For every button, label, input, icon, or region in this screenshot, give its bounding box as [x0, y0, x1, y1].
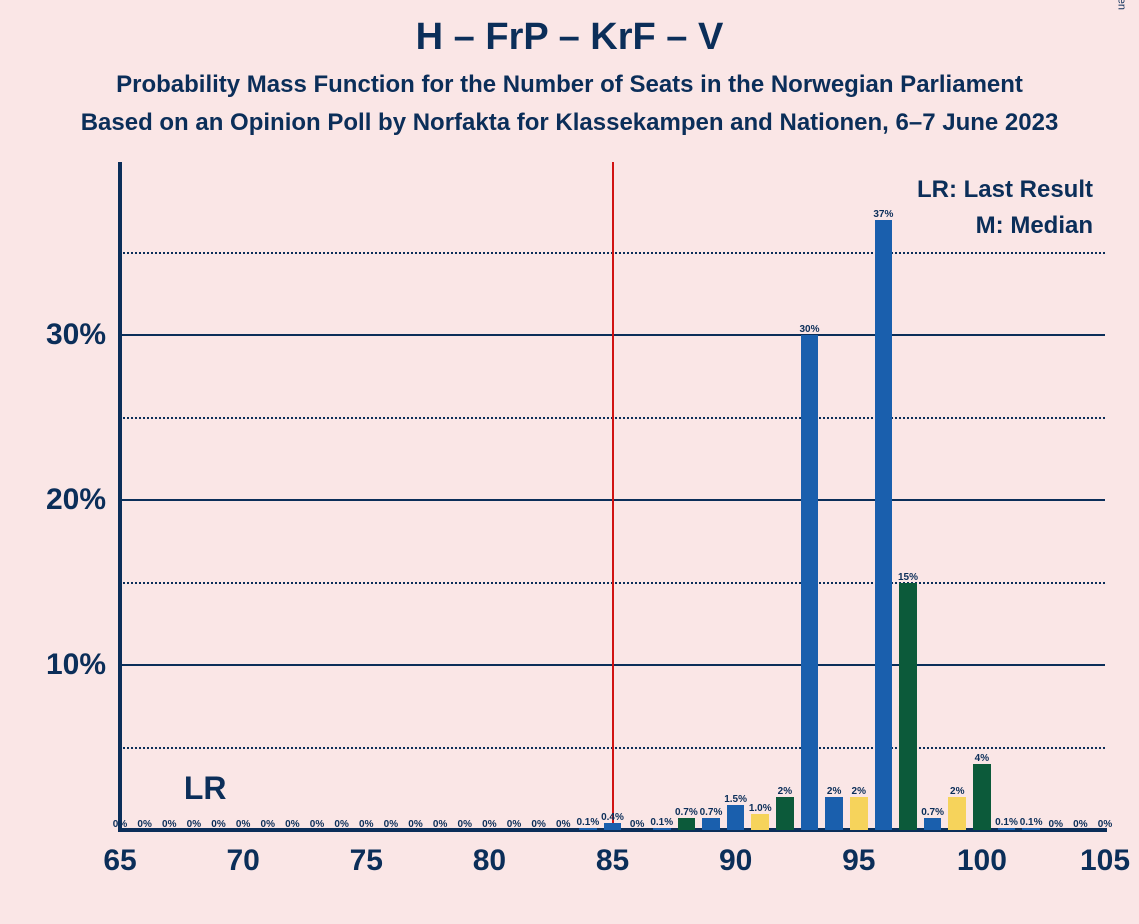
bar-value-label: 1.0%	[749, 803, 772, 814]
bar-value-label: 0%	[113, 819, 127, 830]
bar-value-label: 0.7%	[675, 807, 698, 818]
plot-area: 10%20%30%657075808590951001050%0%0%0%0%0…	[120, 170, 1105, 830]
bar: 0.1%	[1022, 828, 1040, 830]
bar-value-label: 4%	[975, 753, 989, 764]
x-tick-label: 105	[1080, 844, 1130, 878]
bar: 2%	[776, 797, 794, 830]
bar-value-label: 0%	[1049, 819, 1063, 830]
bar-value-label: 0%	[433, 819, 447, 830]
y-tick-label: 20%	[46, 483, 106, 517]
bar-value-label: 2%	[852, 786, 866, 797]
bar-value-label: 0.1%	[576, 817, 599, 828]
bar: 0.7%	[678, 818, 696, 830]
last-result-marker: LR	[184, 770, 227, 807]
bar-value-label: 0%	[507, 819, 521, 830]
bar-value-label: 15%	[898, 572, 918, 583]
x-tick-label: 85	[596, 844, 629, 878]
bar: 0.1%	[998, 828, 1016, 830]
bar-value-label: 0%	[384, 819, 398, 830]
bar-value-label: 0%	[531, 819, 545, 830]
bar-value-label: 0%	[285, 819, 299, 830]
legend-median: M: Median	[976, 212, 1093, 240]
bar-value-label: 0%	[236, 819, 250, 830]
x-tick-label: 80	[473, 844, 506, 878]
bar-value-label: 0%	[162, 819, 176, 830]
bar: 30%	[801, 335, 819, 830]
x-tick-label: 75	[350, 844, 383, 878]
copyright-text: © 2025 Filip van Laenen	[1115, 0, 1127, 10]
bar-value-label: 0.7%	[700, 807, 723, 818]
bar: 4%	[973, 764, 991, 830]
x-tick-label: 90	[719, 844, 752, 878]
bar-value-label: 0%	[1073, 819, 1087, 830]
bar-value-label: 0%	[261, 819, 275, 830]
bar: 0.4%	[604, 823, 622, 830]
bar-value-label: 0%	[359, 819, 373, 830]
bar: 37%	[875, 220, 893, 831]
x-tick-label: 100	[957, 844, 1007, 878]
bar-value-label: 0%	[458, 819, 472, 830]
bar-value-label: 0%	[310, 819, 324, 830]
bar: 0.1%	[579, 828, 597, 830]
bar: 15%	[899, 583, 917, 831]
chart-subtitle-2: Based on an Opinion Poll by Norfakta for…	[0, 109, 1139, 137]
bar-value-label: 0%	[408, 819, 422, 830]
chart-subtitle-1: Probability Mass Function for the Number…	[0, 71, 1139, 99]
bar-value-label: 0%	[1098, 819, 1112, 830]
bar-value-label: 0.1%	[995, 817, 1018, 828]
legend-last-result: LR: Last Result	[917, 176, 1093, 204]
y-tick-label: 30%	[46, 318, 106, 352]
chart-title: H – FrP – KrF – V	[0, 0, 1139, 59]
bar-value-label: 2%	[950, 786, 964, 797]
bar-value-label: 0.7%	[921, 807, 944, 818]
bar-value-label: 2%	[827, 786, 841, 797]
bar-value-label: 1.5%	[724, 794, 747, 805]
bar: 2%	[825, 797, 843, 830]
bar-value-label: 0.1%	[650, 817, 673, 828]
x-tick-label: 70	[226, 844, 259, 878]
bar-value-label: 2%	[778, 786, 792, 797]
bar: 1.5%	[727, 805, 745, 830]
y-axis	[118, 162, 122, 830]
bar-value-label: 0%	[211, 819, 225, 830]
bar-value-label: 0.4%	[601, 812, 624, 823]
bar-value-label: 0%	[137, 819, 151, 830]
bar-value-label: 0%	[630, 819, 644, 830]
bar: 2%	[850, 797, 868, 830]
bar: 0.1%	[653, 828, 671, 830]
bar: 0.7%	[702, 818, 720, 830]
x-tick-label: 65	[103, 844, 136, 878]
y-tick-label: 10%	[46, 648, 106, 682]
bar-value-label: 37%	[873, 209, 893, 220]
bar-value-label: 0%	[334, 819, 348, 830]
bar-value-label: 0%	[482, 819, 496, 830]
bar: 1.0%	[751, 814, 769, 831]
bar-value-label: 30%	[799, 324, 819, 335]
bar-value-label: 0.1%	[1020, 817, 1043, 828]
bar-value-label: 0%	[556, 819, 570, 830]
bar: 2%	[948, 797, 966, 830]
x-tick-label: 95	[842, 844, 875, 878]
bar-value-label: 0%	[187, 819, 201, 830]
bar: 0.7%	[924, 818, 942, 830]
last-result-line	[612, 162, 614, 830]
